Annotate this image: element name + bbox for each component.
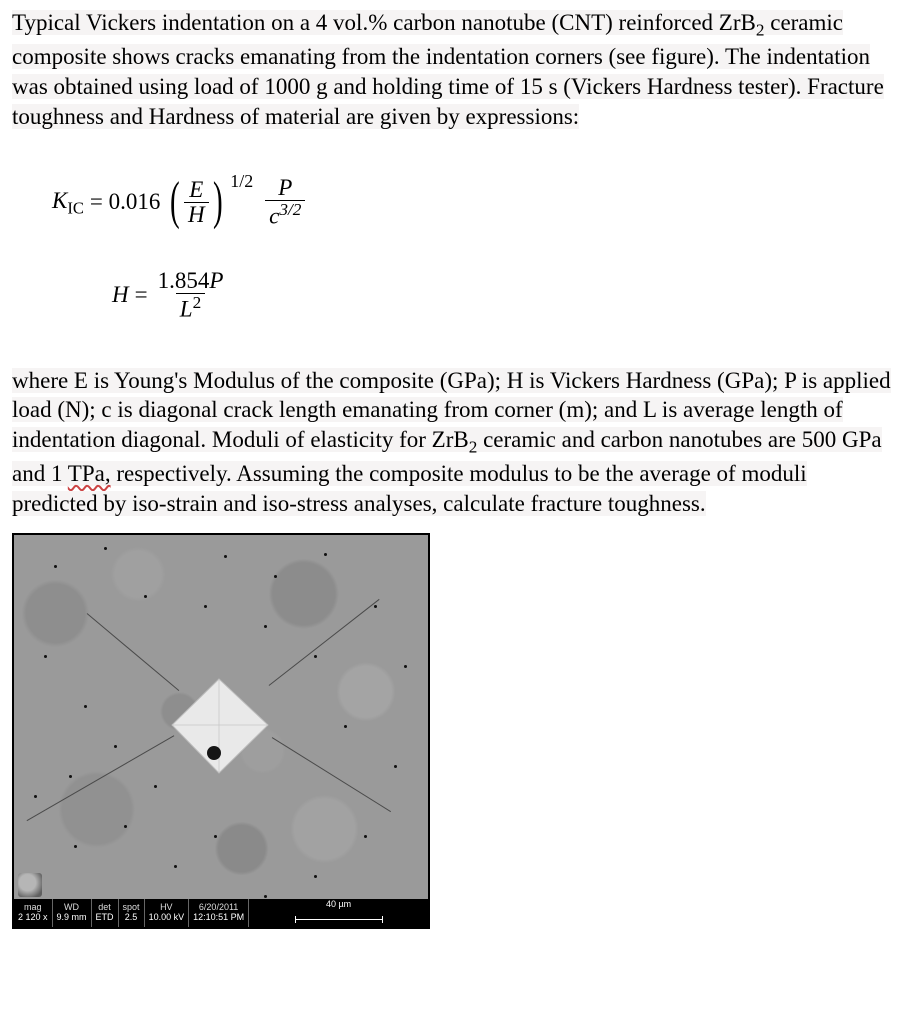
def-c: respectively. Assuming the composite mod… [12,461,807,516]
indent-dark-spot [207,746,221,760]
scale-label: 40 µm [326,899,351,911]
sem-info-cell: detETD [92,899,119,927]
definitions-paragraph: where E is Young's Modulus of the compos… [12,366,896,520]
sem-info-cell: mag2 120 x [14,899,53,927]
equation-hardness: H = 1.854P L2 [112,269,896,322]
equation-kic: KIC = 0.016 ( E H ) 1/2 P c3/2 [52,176,896,229]
kic-p-over-c: P c3/2 [265,176,305,229]
sem-info-cell: spot2.5 [119,899,145,927]
tpa-text: TPa, [68,461,111,486]
scale-bar [295,919,383,920]
kic-lhs: KIC [52,186,84,219]
sem-info-cell: 6/20/201112:10:51 PM [189,899,249,927]
sem-micrograph: mag2 120 xWD9.9 mmdetETDspot2.5HV10.00 k… [12,533,430,929]
kic-paren: ( E H ) [166,178,226,227]
problem-statement: Typical Vickers indentation on a 4 vol.%… [12,8,896,132]
H-fraction: 1.854P L2 [154,269,228,322]
sem-scale-cell: 40 µm [249,899,428,927]
equations-block: KIC = 0.016 ( E H ) 1/2 P c3/2 H = 1.854… [52,176,896,322]
H-eq: = [135,280,148,310]
H-lhs: H [112,280,129,310]
sem-info-cell: WD9.9 mm [53,899,92,927]
kic-exponent: 1/2 [230,170,253,193]
indent-diamond [172,679,268,773]
sem-info-bar: mag2 120 xWD9.9 mmdetETDspot2.5HV10.00 k… [14,899,428,927]
problem-text-a: Typical Vickers indentation on a 4 vol.%… [12,10,756,35]
kic-eq-const: = 0.016 [90,187,160,217]
vickers-indentation [164,673,274,783]
sem-logo-icon [18,873,42,897]
sem-info-cell: HV10.00 kV [145,899,190,927]
